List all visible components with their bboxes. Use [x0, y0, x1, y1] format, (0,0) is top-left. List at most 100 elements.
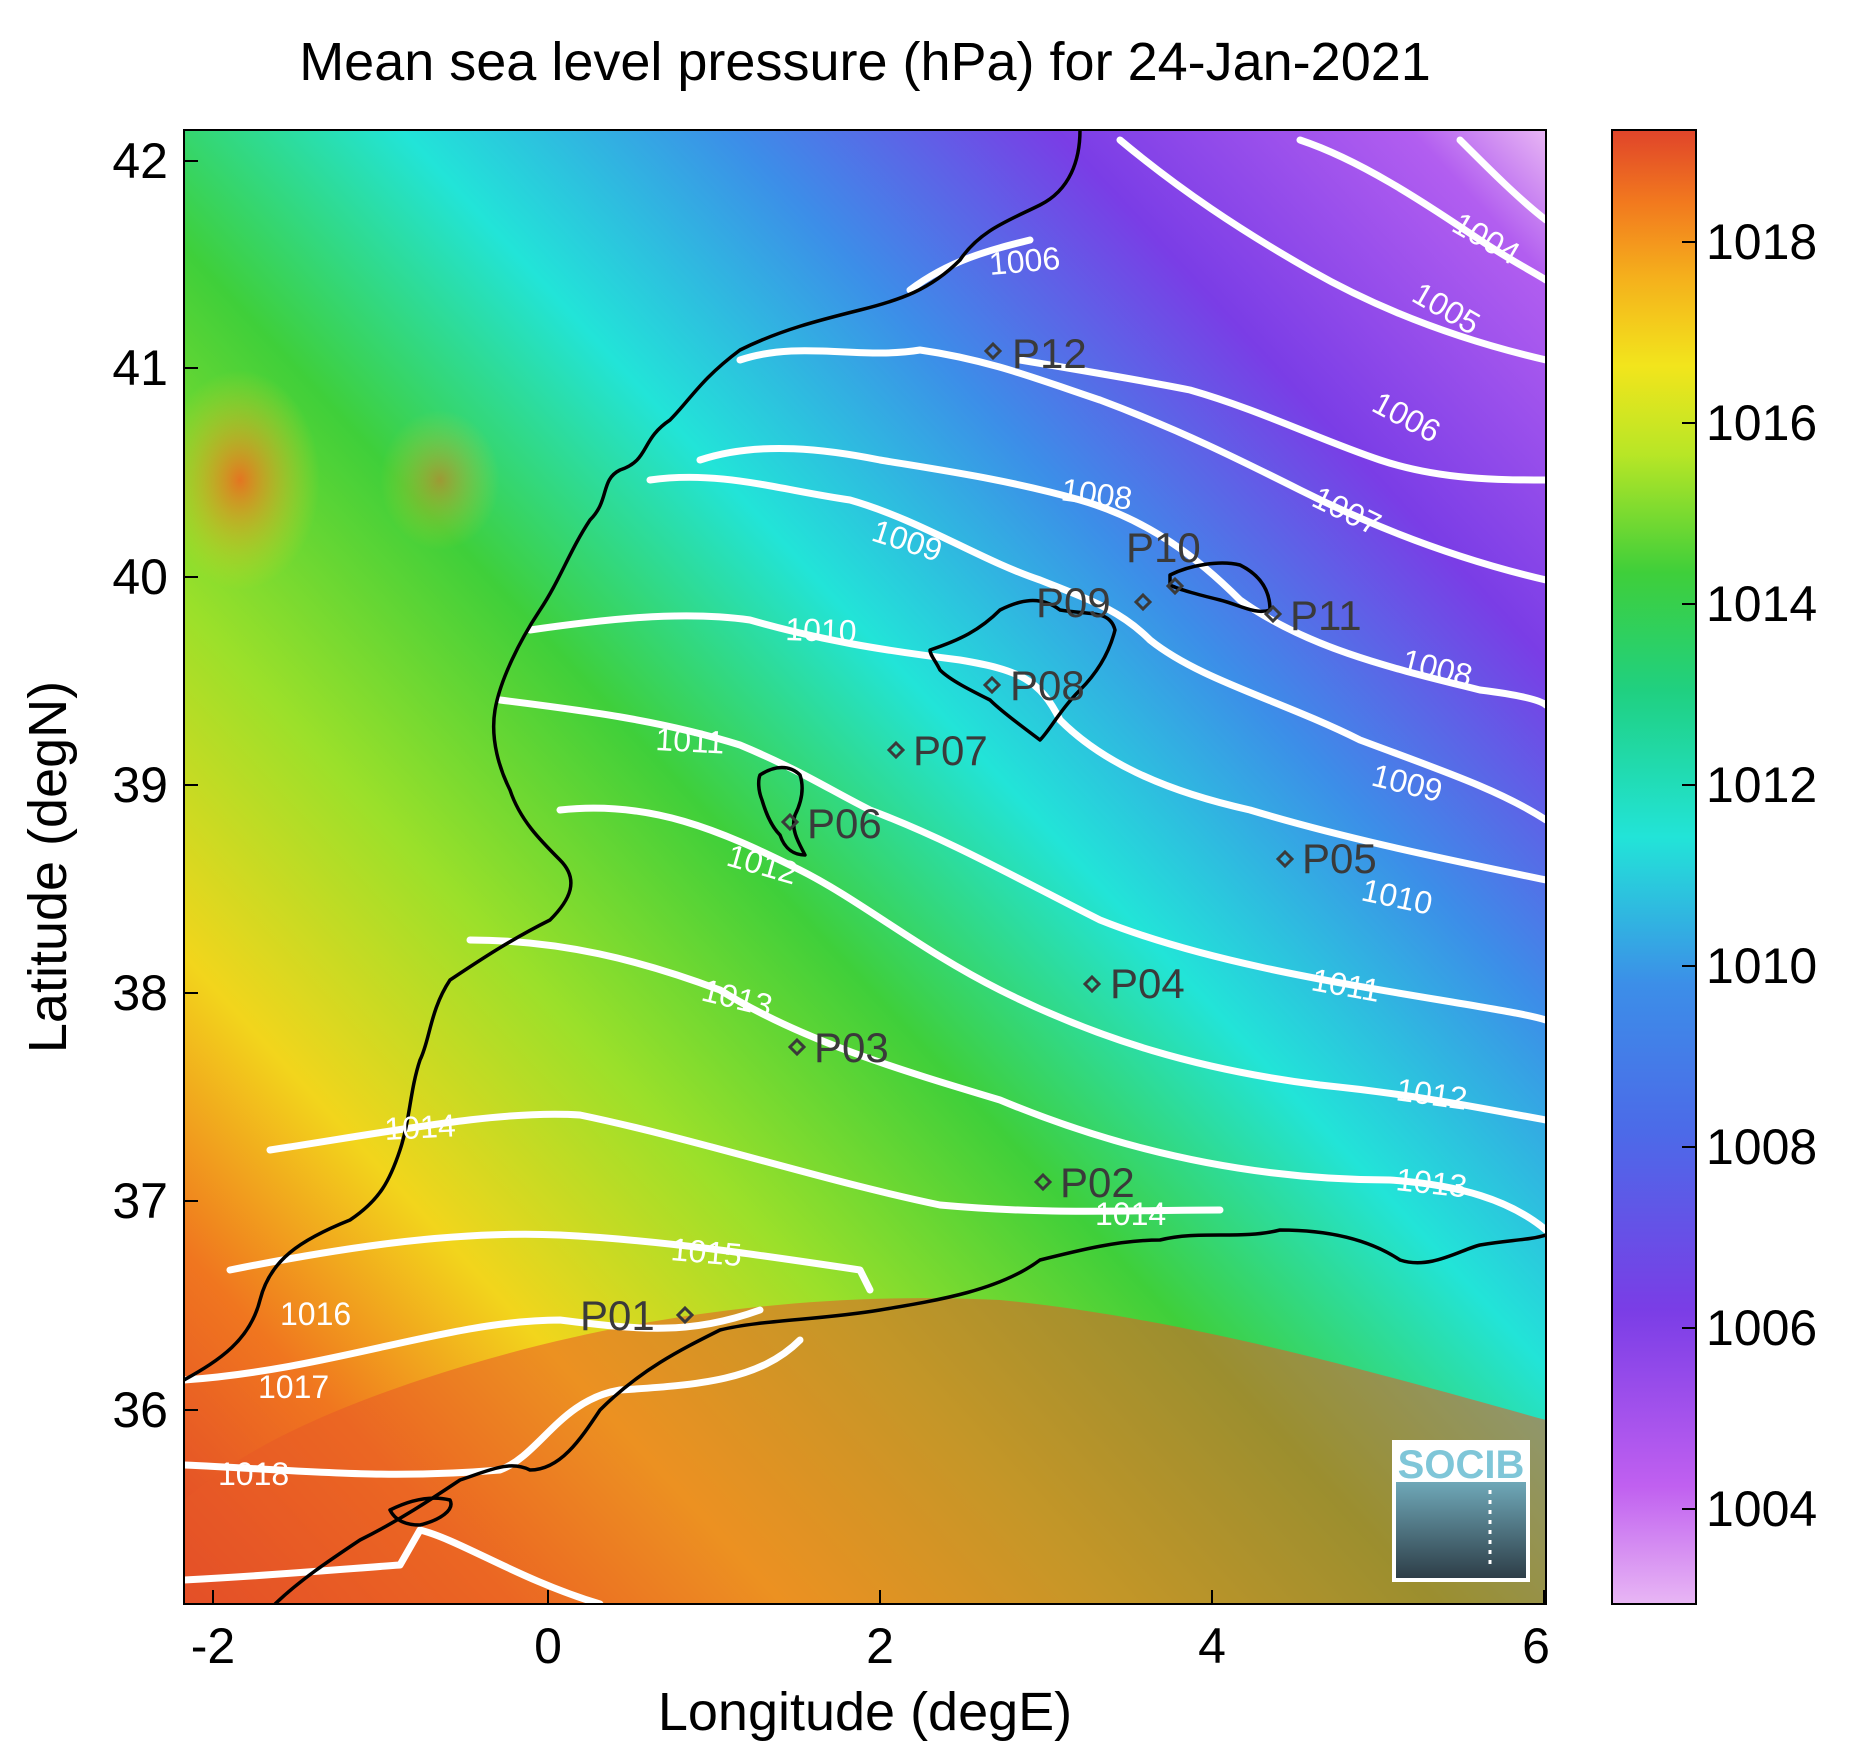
land-high-pressure-spot — [380, 410, 500, 550]
logo-image — [1396, 1482, 1526, 1578]
isobar-label: 1006 — [987, 240, 1061, 282]
station-marker-icon — [982, 675, 1002, 695]
plot-frame — [183, 129, 1547, 1605]
stations: P01 P02 P03 P04 P05 P06 — [580, 330, 1377, 1339]
isobar-line — [466, 936, 1546, 1234]
coastlines — [184, 130, 1546, 1604]
y-tick-label: 41 — [112, 340, 168, 396]
station-marker-icon — [675, 1305, 695, 1325]
y-tick-label: 37 — [112, 1173, 168, 1229]
station-p12[interactable]: P12 — [983, 330, 1087, 377]
isobar-line — [1016, 356, 1546, 484]
station-p06[interactable]: P06 — [780, 800, 882, 847]
colorbar-tick-label: 1006 — [1706, 1300, 1817, 1356]
isobar-line — [1116, 136, 1546, 364]
x-tick-label: 2 — [866, 1618, 894, 1674]
station-label: P11 — [1290, 592, 1362, 639]
colorbar-tick-label: 1008 — [1706, 1119, 1817, 1175]
isobar-line — [184, 1526, 604, 1604]
isobar-line — [736, 346, 1546, 584]
station-label: P08 — [1010, 662, 1085, 709]
station-marker-icon — [1263, 604, 1283, 624]
isobar-line — [556, 804, 1546, 1124]
isobar-label: 1014 — [383, 1107, 456, 1147]
iberia-coastline — [184, 130, 1082, 1382]
isobar-label: 1014 — [1095, 1196, 1166, 1232]
mallorca-coastline — [928, 598, 1117, 742]
land-high-pressure-spot — [184, 370, 320, 590]
african-high-pressure-region — [184, 1298, 1546, 1604]
x-tick-label: 0 — [534, 1618, 562, 1674]
isobar-line — [1296, 136, 1546, 284]
station-p11[interactable]: P11 — [1263, 592, 1362, 639]
isobar-line — [184, 1306, 764, 1384]
station-marker-icon — [1275, 849, 1295, 869]
station-marker-icon — [1165, 576, 1185, 596]
colorbar-scale — [1611, 129, 1697, 1605]
ibiza-coastline — [756, 765, 807, 857]
station-label: P10 — [1126, 524, 1201, 571]
station-label: P12 — [1012, 330, 1087, 377]
colorbar: 1018 1016 1014 1012 1010 1008 1006 1004 — [1611, 129, 1817, 1605]
isobar-label: 1015 — [669, 1231, 743, 1273]
north-africa-coastline — [273, 1228, 1546, 1604]
colorbar-tick-label: 1018 — [1706, 214, 1817, 270]
y-tick-label: 40 — [112, 549, 168, 605]
station-p04[interactable]: P04 — [1082, 960, 1185, 1007]
station-label: P09 — [1036, 579, 1111, 626]
station-p03[interactable]: P03 — [787, 1024, 889, 1071]
y-axis: 42 41 40 39 38 37 36 Latitude (degN) — [18, 133, 198, 1438]
isobars — [184, 136, 1546, 1604]
isobar-label: 1011 — [655, 721, 726, 761]
isobar-label: 1013 — [1394, 1161, 1469, 1204]
y-tick-label: 36 — [112, 1382, 168, 1438]
station-marker-icon — [780, 812, 800, 832]
x-tick-label: 6 — [1522, 1618, 1550, 1674]
isobar-line — [226, 1230, 874, 1294]
station-marker-icon — [886, 740, 906, 760]
station-label: P05 — [1302, 835, 1377, 882]
isobar-line — [696, 444, 1546, 709]
isobar-line — [646, 473, 1546, 824]
station-label: P03 — [814, 1024, 889, 1071]
plot-area: 1004 1005 1006 1006 1007 1008 1008 1009 … — [184, 130, 1546, 1604]
y-axis-label: Latitude (degN) — [18, 681, 78, 1053]
isobar-label: 1017 — [258, 1369, 329, 1405]
isobar-line — [526, 612, 1546, 884]
socib-logo: SOCIB — [1392, 1440, 1530, 1582]
station-p01[interactable]: P01 — [580, 1292, 695, 1339]
isobar-label: 1018 — [218, 1456, 289, 1492]
x-axis: -2 0 2 4 6 Longitude (degE) — [191, 1590, 1550, 1742]
map-title: Mean sea level pressure (hPa) for 24-Jan… — [299, 32, 1431, 92]
station-p07[interactable]: P07 — [886, 727, 988, 774]
station-p09[interactable]: P09 — [1036, 579, 1153, 626]
station-p02[interactable]: P02 — [1033, 1159, 1135, 1206]
colorbar-tick-label: 1016 — [1706, 395, 1817, 451]
y-tick-label: 39 — [112, 757, 168, 813]
station-marker-icon — [1082, 974, 1102, 994]
isobar-label: 1016 — [280, 1296, 351, 1332]
station-label: P02 — [1060, 1159, 1135, 1206]
station-marker-icon — [983, 341, 1003, 361]
station-p08[interactable]: P08 — [982, 662, 1085, 709]
station-p05[interactable]: P05 — [1275, 835, 1377, 882]
colorbar-tick-label: 1012 — [1706, 757, 1817, 813]
colorbar-tick-label: 1004 — [1706, 1481, 1817, 1537]
station-marker-icon — [787, 1037, 807, 1057]
alboran-island-coastline — [388, 1496, 453, 1527]
isobar-line — [496, 696, 1546, 1024]
isobar-label: 1010 — [785, 611, 857, 649]
x-tick-label: 4 — [1198, 1618, 1226, 1674]
station-label: P04 — [1110, 960, 1185, 1007]
x-axis-label: Longitude (degE) — [658, 1682, 1072, 1742]
x-tick-label: -2 — [191, 1618, 235, 1674]
isobar-line — [266, 1110, 1224, 1215]
station-p10[interactable]: P10 — [1126, 524, 1201, 596]
station-marker-icon — [1133, 592, 1153, 612]
y-tick-label: 42 — [112, 133, 168, 189]
station-marker-icon — [1033, 1172, 1053, 1192]
station-label: P06 — [807, 800, 882, 847]
station-label: P01 — [580, 1292, 655, 1339]
isobar-line — [184, 1336, 804, 1478]
